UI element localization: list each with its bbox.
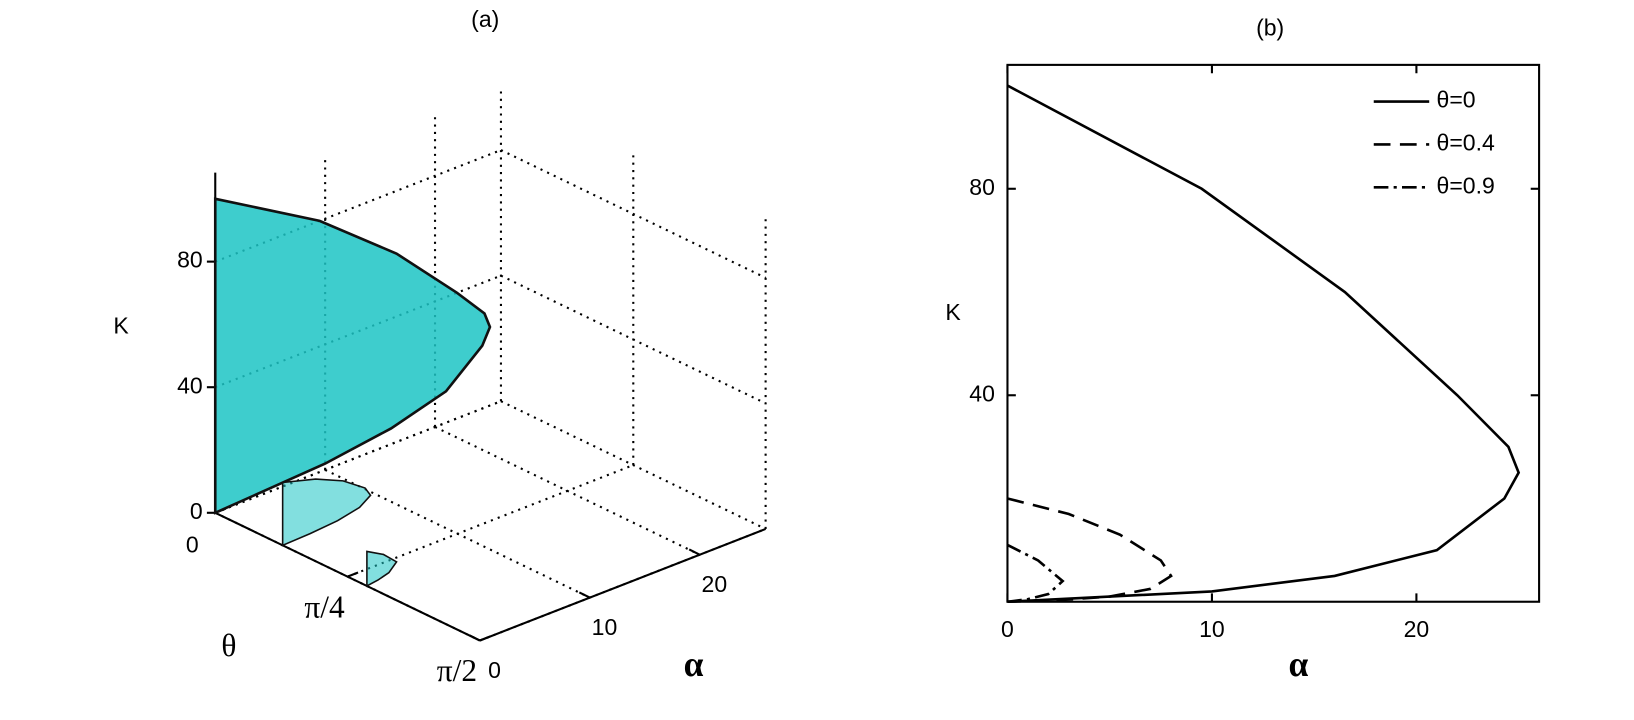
grid-line	[500, 274, 767, 405]
y-tick-label: 80	[969, 174, 995, 200]
y-axis-label: K	[945, 299, 961, 325]
x-tick-label: 0	[488, 657, 501, 683]
x-axis-label: α	[684, 644, 704, 684]
plot-frame	[1006, 63, 1541, 603]
line	[1006, 84, 1521, 604]
surface-slice	[281, 478, 372, 547]
tick	[347, 571, 359, 578]
x-axis-label: α	[1288, 644, 1308, 684]
line	[1006, 543, 1065, 604]
y-axis-label: θ	[221, 628, 236, 663]
x-axis	[479, 527, 766, 642]
chart-title: (a)	[471, 6, 499, 32]
grid-line	[500, 149, 767, 279]
legend-label: θ=0.4	[1437, 129, 1495, 155]
legend-label: θ=0	[1437, 87, 1476, 113]
tick	[468, 634, 481, 642]
z-tick-label: 80	[177, 247, 203, 273]
z-tick-label: 0	[190, 498, 203, 524]
line	[1007, 497, 1173, 604]
legend-label: θ=0.9	[1437, 172, 1495, 198]
tick	[578, 591, 591, 599]
y-tick-label: 40	[969, 380, 995, 406]
x-tick-label: 20	[1404, 616, 1430, 642]
x-tick-label: 10	[1199, 616, 1225, 642]
z-axis-label: K	[113, 313, 129, 339]
y-tick-label: 0	[186, 531, 199, 557]
x-tick-label: 10	[592, 614, 618, 640]
tick	[479, 635, 491, 642]
x-tick-label: 20	[702, 571, 728, 597]
tick	[688, 548, 701, 556]
surface-slice	[213, 197, 492, 515]
surface-slice	[366, 550, 398, 588]
x-tick-label: 0	[1001, 616, 1014, 642]
y-tick-label: π/4	[304, 589, 345, 624]
chart-title: (b)	[1256, 14, 1284, 40]
y-tick-label: π/2	[437, 653, 477, 688]
z-tick-label: 40	[177, 372, 203, 398]
grid-line	[500, 400, 767, 530]
